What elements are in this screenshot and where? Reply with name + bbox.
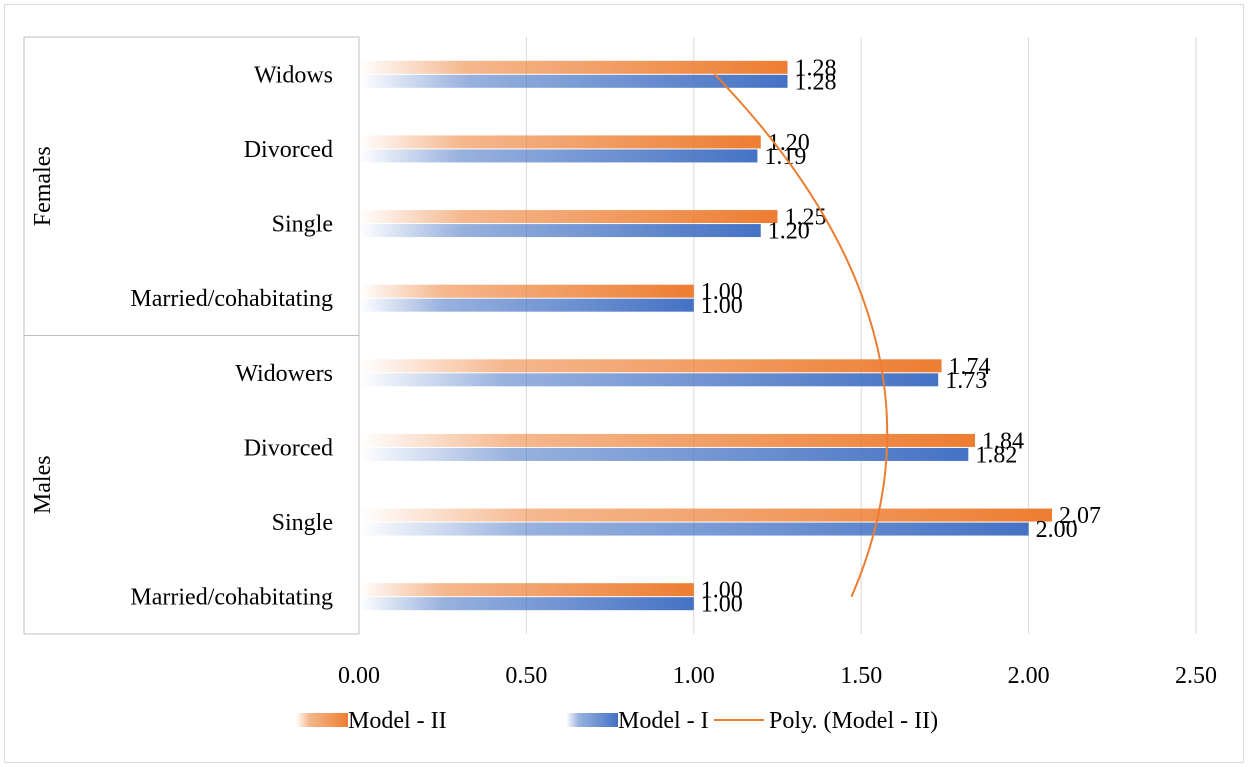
legend-label: Model - II [348, 708, 447, 734]
data-label: 1.82 [975, 442, 1017, 468]
x-tick-label: 0.50 [505, 663, 547, 689]
data-label: 1.73 [945, 368, 987, 394]
category-label: Divorced [244, 435, 333, 461]
data-label: 1.20 [768, 219, 810, 245]
category-label: Widows [254, 62, 333, 88]
bar-model-ii [359, 508, 1053, 522]
data-label: 2.00 [1036, 517, 1078, 543]
legend-label: Poly. (Model - II) [769, 708, 938, 734]
x-tick-label: 0.00 [338, 663, 380, 689]
bar-model-ii [359, 135, 761, 149]
category-label: Widowers [235, 361, 333, 387]
bar-model-ii [359, 284, 694, 298]
x-tick-label: 2.00 [1008, 663, 1050, 689]
legend-swatch [566, 713, 618, 727]
category-label: Single [272, 510, 333, 536]
bar-model-ii [359, 60, 788, 74]
bar-model-ii [359, 433, 976, 447]
bar-model-i [359, 149, 758, 163]
bar-model-ii [359, 210, 778, 224]
data-label: 1.00 [701, 293, 743, 319]
data-label: 1.28 [795, 55, 837, 81]
chart-frame [4, 4, 1244, 763]
x-tick-label: 1.00 [673, 663, 715, 689]
data-label: 1.00 [701, 279, 743, 305]
group-label: Females [30, 146, 56, 226]
bar-model-i [359, 447, 969, 461]
x-tick-label: 2.50 [1175, 663, 1217, 689]
category-label: Married/cohabitating [130, 286, 333, 312]
bar-model-i [359, 522, 1029, 536]
bar-model-i [359, 224, 761, 238]
data-label: 1.28 [795, 69, 837, 95]
trendline [713, 73, 889, 598]
bar-model-i [359, 597, 694, 611]
data-label: 1.00 [701, 578, 743, 604]
legend-label: Model - I [618, 708, 709, 734]
category-label: Divorced [244, 137, 333, 163]
group-label: Males [30, 455, 56, 514]
data-label: 2.07 [1059, 503, 1101, 529]
category-label: Married/cohabitating [130, 585, 333, 611]
bar-model-ii [359, 583, 694, 597]
data-label: 1.74 [949, 354, 991, 380]
bar-model-i [359, 74, 788, 88]
bar-model-i [359, 298, 694, 312]
bar-model-ii [359, 359, 942, 373]
data-label: 1.00 [701, 592, 743, 618]
data-label: 1.84 [982, 428, 1024, 454]
x-tick-label: 1.50 [840, 663, 882, 689]
bar-model-i [359, 373, 939, 387]
legend-swatch [296, 713, 348, 727]
category-label: Single [272, 212, 333, 238]
